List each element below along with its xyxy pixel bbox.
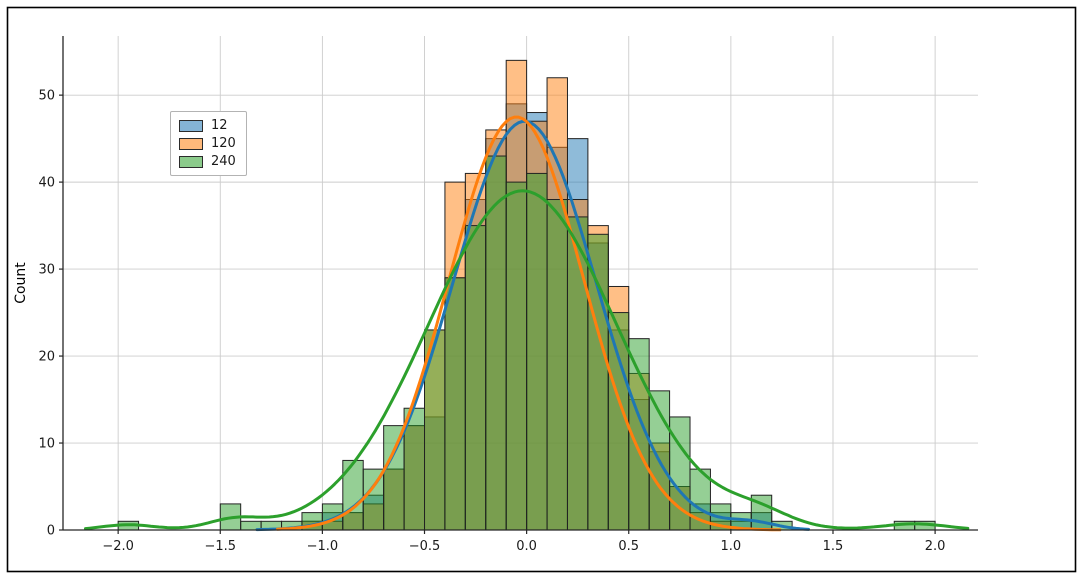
y-tick-label: 50 bbox=[38, 89, 55, 104]
legend-label: 120 bbox=[211, 136, 236, 151]
y-tick-label: 20 bbox=[38, 350, 55, 365]
x-tick-label: −0.5 bbox=[409, 539, 441, 554]
histogram-bar-240 bbox=[464, 225, 487, 531]
histogram-bar-240 bbox=[587, 233, 609, 531]
y-axis-label: Count bbox=[13, 262, 29, 304]
histogram-bar-240 bbox=[505, 181, 528, 531]
legend-entry-240: 240 bbox=[179, 154, 236, 169]
histogram-bar-240 bbox=[526, 172, 548, 531]
y-tick-label: 40 bbox=[38, 176, 55, 191]
histogram-bar-240 bbox=[444, 277, 466, 531]
histogram-bar-240 bbox=[546, 199, 568, 531]
x-tick-label: −1.5 bbox=[204, 539, 236, 554]
legend-entry-120: 120 bbox=[179, 136, 236, 151]
x-tick-label: 1.0 bbox=[721, 539, 742, 554]
legend-swatch-240 bbox=[179, 155, 203, 168]
x-tick-label: 1.5 bbox=[823, 539, 844, 554]
x-tick-label: 0.0 bbox=[516, 539, 537, 554]
x-tick-label: −2.0 bbox=[102, 539, 134, 554]
legend-swatch-120 bbox=[179, 137, 203, 150]
legend-label: 12 bbox=[211, 118, 228, 133]
x-tick-label: 2.0 bbox=[925, 539, 946, 554]
y-tick-label: 30 bbox=[38, 263, 55, 278]
histogram-bar-240 bbox=[566, 216, 589, 531]
kde-curve-240 bbox=[84, 189, 970, 531]
legend: 12 120 240 bbox=[170, 111, 247, 176]
y-tick-label: 10 bbox=[38, 437, 55, 452]
kde-curve-120 bbox=[276, 115, 782, 532]
legend-entry-12: 12 bbox=[179, 118, 236, 133]
y-tick-label: 0 bbox=[47, 524, 55, 539]
legend-label: 240 bbox=[211, 154, 236, 169]
x-tick-label: −1.0 bbox=[307, 539, 339, 554]
x-tick-label: 0.5 bbox=[618, 539, 639, 554]
figure-border bbox=[6, 6, 1077, 573]
legend-swatch-12 bbox=[179, 119, 203, 132]
